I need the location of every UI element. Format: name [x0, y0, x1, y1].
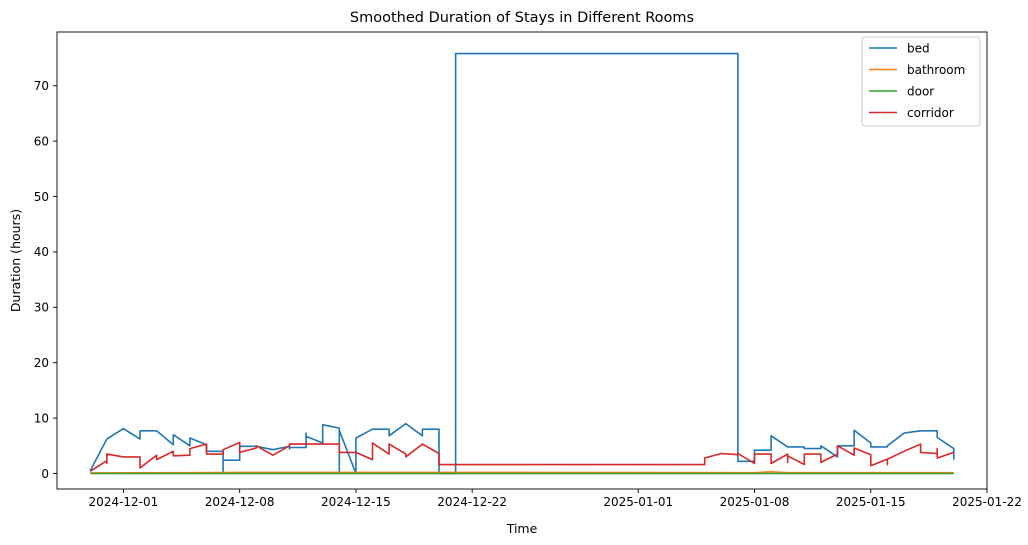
x-axis: 2024-12-01 2024-12-08 2024-12-15 2024-12-22…	[89, 489, 1022, 509]
series-line-bathroom	[90, 471, 954, 474]
y-tick-label: 0	[41, 467, 49, 481]
x-tick-label: 2024-12-15	[321, 495, 391, 509]
y-tick-label: 70	[34, 79, 49, 93]
x-tick-label: 2025-01-08	[720, 495, 790, 509]
legend: bed bathroom door corridor	[861, 36, 981, 127]
series-line-bed	[89, 52, 955, 475]
x-tick-label: 2025-01-15	[836, 495, 906, 509]
plot-frame	[56, 31, 988, 490]
x-axis-label: Time	[506, 521, 538, 536]
y-tick-label: 50	[34, 190, 49, 204]
y-tick-label: 40	[34, 245, 49, 259]
series-line-corridor	[89, 441, 955, 472]
legend-label-corridor: corridor	[907, 106, 954, 120]
y-tick-label: 20	[34, 356, 49, 370]
x-tick-label: 2024-12-01	[89, 495, 159, 509]
legend-label-bathroom: bathroom	[907, 63, 965, 77]
series-lines	[89, 52, 955, 475]
y-tick-label: 60	[34, 134, 49, 148]
x-tick-label: 2024-12-22	[437, 495, 507, 509]
legend-label-bed: bed	[907, 41, 930, 55]
y-tick-label: 30	[34, 301, 49, 315]
y-tick-label: 10	[34, 411, 49, 425]
legend-frame	[861, 36, 981, 127]
x-tick-label: 2025-01-22	[952, 495, 1022, 509]
x-tick-label: 2024-12-08	[205, 495, 275, 509]
y-axis-label: Duration (hours)	[8, 209, 23, 312]
legend-label-door: door	[907, 84, 934, 98]
x-tick-label: 2025-01-01	[603, 495, 673, 509]
y-axis: 0 10 20 30 40 50 60 70	[34, 79, 57, 481]
chart-title: Smoothed Duration of Stays in Different …	[350, 10, 694, 26]
